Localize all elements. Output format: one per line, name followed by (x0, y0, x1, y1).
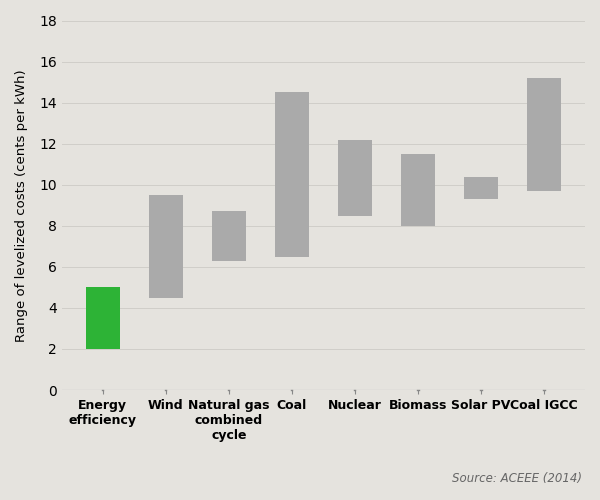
Bar (527, 78, 561, 191)
Bar (212, 212, 246, 260)
Bar (464, 176, 498, 199)
Text: Source: ACEEE (2014): Source: ACEEE (2014) (452, 472, 582, 485)
Y-axis label: Range of levelized costs (cents per kWh): Range of levelized costs (cents per kWh) (15, 69, 28, 342)
Bar (338, 140, 372, 216)
Bar (86, 288, 120, 349)
Bar (275, 92, 309, 256)
Bar (401, 154, 435, 226)
Bar (149, 195, 183, 298)
